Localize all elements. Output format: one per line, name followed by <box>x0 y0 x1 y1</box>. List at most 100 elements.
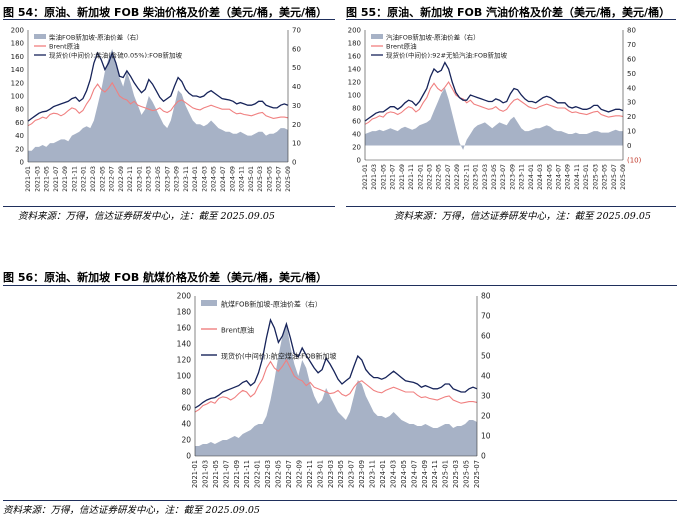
x-axis-tick-label: 2023-07 <box>500 164 507 190</box>
x-axis-tick-label: 2024-09 <box>229 166 236 192</box>
figure-54-title-rule <box>3 19 335 20</box>
x-axis-tick-label: 2023-11 <box>183 166 190 192</box>
left-axis-tick-label: 20 <box>181 436 191 445</box>
x-axis-tick-label: 2021-11 <box>243 460 251 488</box>
x-axis-tick-label: 2024-03 <box>389 460 397 488</box>
right-axis-tick-label: 60 <box>481 332 491 341</box>
x-axis-tick-label: 2023-05 <box>155 166 162 192</box>
x-axis-tick-label: 2025-09 <box>285 166 292 192</box>
left-axis-tick-label: 180 <box>348 40 361 48</box>
x-axis-tick-label: 2023-01 <box>473 164 480 190</box>
brent-line-series <box>364 80 624 125</box>
figure-54-source: 资料来源：万得，信达证券研发中心，注：截至 2025.09.05 <box>18 211 275 222</box>
right-axis-tick-label: 10 <box>627 128 636 136</box>
figure-54-chart: 0 20 40 60 80 100 120 140 160 180 200 0 10 20 30 40 50 60… <box>11 27 301 192</box>
x-axis-tick-label: 2023-07 <box>164 166 171 192</box>
x-axis-tick-label: 2022-03 <box>264 460 272 488</box>
x-axis-tick-label: 2024-11 <box>431 460 439 488</box>
legend-label: 汽油FOB新加坡-原油价差（右） <box>386 33 480 42</box>
legend-swatch-spread <box>371 34 383 39</box>
x-axis-tick-label: 2022-05 <box>436 164 443 190</box>
figure-56-chart: 0 20 40 60 80 100 120 140 160 180 200 0 10 20 30 40 50 60… <box>177 292 491 488</box>
x-axis-tick-label: 2024-05 <box>211 166 218 192</box>
legend-label: Brent原油 <box>221 326 254 335</box>
x-axis-tick-label: 2021-07 <box>390 164 397 190</box>
x-axis-tick-label: 2021-11 <box>408 164 415 190</box>
figure-55-title: 图 55：原油、新加坡 FOB 汽油价格及价差（美元/桶，美元/桶） <box>346 6 671 19</box>
x-axis-tick-label: 2024-01 <box>192 166 199 192</box>
figure-55-source: 资料来源：万得，信达证券研发中心，注：截至 2025.09.05 <box>394 211 651 222</box>
x-axis-tick-label: 2024-07 <box>410 460 418 488</box>
x-axis-tick-label: 2022-03 <box>427 164 434 190</box>
x-axis-tick-label: 2025-03 <box>452 460 460 488</box>
x-axis-tick-label: 2021-07 <box>53 166 60 192</box>
figure-56-source: 资料来源：万得，信达证券研发中心，注：截至 2025.09.05 <box>3 505 260 516</box>
x-axis-tick-label: 2023-01 <box>316 460 324 488</box>
x-axis-tick-label: 2025-05 <box>266 166 273 192</box>
x-axis-tick-label: 2025-09 <box>620 164 627 190</box>
figure-54-source-rule <box>3 206 335 207</box>
left-axis-tick-label: 100 <box>11 93 24 101</box>
x-axis-tick-label: 2022-07 <box>285 460 293 488</box>
right-axis-tick-label: 70 <box>627 41 636 49</box>
x-axis-tick-label: 2023-11 <box>519 164 526 190</box>
left-axis-tick-label: 200 <box>348 27 361 35</box>
x-axis-tick-label: 2022-11 <box>463 164 470 190</box>
x-axis-tick-label: 2022-09 <box>454 164 461 190</box>
right-axis-tick-label: 40 <box>481 372 491 381</box>
left-axis-tick-label: 20 <box>352 144 361 152</box>
right-axis-tick-label: 80 <box>627 27 636 35</box>
x-axis-tick-label: 2025-01 <box>248 166 255 192</box>
figure-56-source-rule <box>3 500 677 501</box>
left-axis-tick-label: 200 <box>177 292 192 301</box>
x-axis-tick-label: 2025-03 <box>592 164 599 190</box>
x-axis-tick-label: 2024-11 <box>239 166 246 192</box>
x-axis-tick-label: 2022-09 <box>295 460 303 488</box>
right-axis-tick-label: 0 <box>627 142 631 150</box>
legend-label: Brent原油 <box>49 42 80 51</box>
right-axis-tick-label: 50 <box>481 352 491 361</box>
left-axis-tick-label: 40 <box>181 420 191 429</box>
fob-price-line-series <box>194 318 478 409</box>
left-axis-tick-label: 0 <box>357 157 361 165</box>
right-axis-tick-label: 50 <box>292 64 301 72</box>
left-axis-tick-label: 80 <box>181 388 191 397</box>
x-axis-tick-label: 2021-11 <box>71 166 78 192</box>
fob-price-line-series <box>27 51 289 122</box>
right-axis-tick-label: 20 <box>627 113 636 121</box>
right-axis-tick-label: 30 <box>292 102 301 110</box>
x-axis-tick-label: 2024-01 <box>528 164 535 190</box>
left-axis-tick-label: 100 <box>348 92 361 100</box>
x-axis-tick-label: 2023-05 <box>491 164 498 190</box>
left-axis-tick-label: 0 <box>20 159 24 167</box>
left-axis-tick-label: 80 <box>352 105 361 113</box>
x-axis-tick-label: 2021-03 <box>201 460 209 488</box>
right-axis-tick-label: 20 <box>481 412 491 421</box>
x-axis-tick-label: 2025-07 <box>473 460 481 488</box>
x-axis-tick-label: 2023-09 <box>358 460 366 488</box>
x-axis-tick-label: 2021-01 <box>191 460 199 488</box>
right-axis-tick-label: (10) <box>627 157 642 165</box>
x-axis-tick-label: 2021-01 <box>362 164 369 190</box>
brent-line-series <box>194 358 478 413</box>
right-axis-tick-label: 70 <box>481 312 491 321</box>
x-axis-tick-label: 2022-09 <box>118 166 125 192</box>
left-axis-tick-label: 180 <box>177 308 192 317</box>
left-axis-tick-label: 180 <box>11 40 24 48</box>
right-axis-tick-label: 30 <box>627 99 636 107</box>
spread-area-series <box>28 48 288 162</box>
left-axis-tick-label: 160 <box>177 324 192 333</box>
legend-label: 柴油FOB新加坡-原油价差（右） <box>49 33 143 42</box>
spread-area-series <box>365 87 623 150</box>
x-axis-tick-label: 2021-05 <box>380 164 387 190</box>
legend-swatch-spread <box>34 34 46 39</box>
x-axis-tick-label: 2025-07 <box>611 164 618 190</box>
left-axis-tick-label: 200 <box>11 27 24 35</box>
right-axis-tick-label: 60 <box>292 45 301 53</box>
x-axis-tick-label: 2025-05 <box>463 460 471 488</box>
x-axis-tick-label: 2021-03 <box>34 166 41 192</box>
x-axis-tick-label: 2022-05 <box>99 166 106 192</box>
x-axis-tick-label: 2023-11 <box>369 460 377 488</box>
left-axis-tick-label: 80 <box>15 106 24 114</box>
left-axis-tick-label: 100 <box>177 372 192 381</box>
